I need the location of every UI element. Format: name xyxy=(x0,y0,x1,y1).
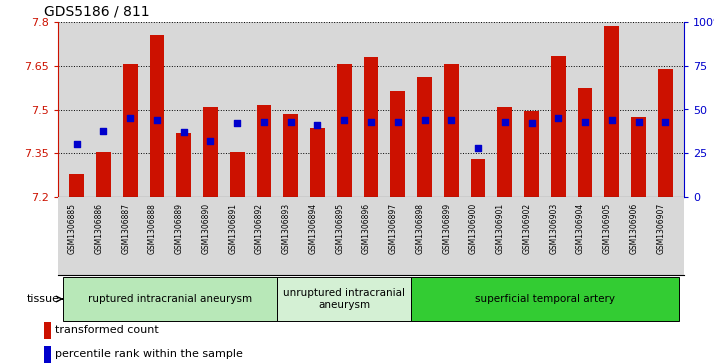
Text: GSM1306887: GSM1306887 xyxy=(121,203,130,254)
Bar xyxy=(524,111,539,197)
Point xyxy=(553,115,564,121)
Text: GSM1306894: GSM1306894 xyxy=(308,203,318,254)
Bar xyxy=(631,117,646,197)
Bar xyxy=(256,105,271,197)
Bar xyxy=(96,152,111,197)
Point xyxy=(71,142,82,147)
Point xyxy=(392,119,403,125)
Text: GSM1306904: GSM1306904 xyxy=(576,203,585,254)
Bar xyxy=(150,35,164,197)
Bar xyxy=(658,69,673,197)
Text: GSM1306907: GSM1306907 xyxy=(656,203,665,254)
Bar xyxy=(176,133,191,197)
Bar xyxy=(578,87,593,197)
Text: GSM1306898: GSM1306898 xyxy=(416,203,425,254)
Point xyxy=(205,138,216,144)
Bar xyxy=(605,26,619,197)
Text: tissue: tissue xyxy=(26,294,59,304)
Text: GSM1306903: GSM1306903 xyxy=(549,203,558,254)
Bar xyxy=(337,64,351,197)
Text: GSM1306893: GSM1306893 xyxy=(282,203,291,254)
Text: GSM1306888: GSM1306888 xyxy=(148,203,157,254)
Point xyxy=(419,117,431,123)
Text: GSM1306892: GSM1306892 xyxy=(255,203,264,254)
Point xyxy=(446,117,457,123)
Point xyxy=(579,119,590,125)
Point xyxy=(633,119,644,125)
Text: GSM1306891: GSM1306891 xyxy=(228,203,237,254)
Bar xyxy=(230,152,245,197)
Bar xyxy=(44,346,51,363)
Bar xyxy=(363,57,378,197)
Bar xyxy=(551,56,565,197)
Point xyxy=(660,119,671,125)
Text: GSM1306896: GSM1306896 xyxy=(362,203,371,254)
Point xyxy=(98,128,109,134)
Text: GSM1306900: GSM1306900 xyxy=(469,203,478,254)
Text: GDS5186 / 811: GDS5186 / 811 xyxy=(44,4,149,19)
Text: GSM1306889: GSM1306889 xyxy=(175,203,183,254)
Point xyxy=(472,145,483,151)
Point xyxy=(338,117,350,123)
Bar xyxy=(471,159,486,197)
Bar xyxy=(498,107,512,197)
Point xyxy=(366,119,377,125)
Point xyxy=(124,115,136,121)
Point xyxy=(258,119,270,125)
Text: ruptured intracranial aneurysm: ruptured intracranial aneurysm xyxy=(89,294,253,304)
Bar xyxy=(44,322,51,339)
Bar xyxy=(277,277,411,321)
Bar xyxy=(69,174,84,197)
Text: GSM1306906: GSM1306906 xyxy=(630,203,638,254)
Bar xyxy=(64,277,277,321)
Point xyxy=(285,119,296,125)
Bar xyxy=(444,64,458,197)
Text: transformed count: transformed count xyxy=(55,326,159,335)
Text: GSM1306899: GSM1306899 xyxy=(442,203,451,254)
Text: GSM1306890: GSM1306890 xyxy=(201,203,211,254)
Bar xyxy=(391,90,405,197)
Text: GSM1306905: GSM1306905 xyxy=(603,203,612,254)
Text: GSM1306885: GSM1306885 xyxy=(68,203,76,254)
Point xyxy=(526,121,537,126)
Text: unruptured intracranial
aneurysm: unruptured intracranial aneurysm xyxy=(283,288,406,310)
Text: percentile rank within the sample: percentile rank within the sample xyxy=(55,350,243,359)
Point xyxy=(231,121,243,126)
Text: GSM1306901: GSM1306901 xyxy=(496,203,505,254)
Bar xyxy=(123,64,138,197)
Text: GSM1306895: GSM1306895 xyxy=(336,203,344,254)
Point xyxy=(151,117,163,123)
Point xyxy=(312,122,323,128)
Point xyxy=(606,117,618,123)
Text: GSM1306897: GSM1306897 xyxy=(388,203,398,254)
Bar xyxy=(283,114,298,197)
Text: GSM1306902: GSM1306902 xyxy=(523,203,531,254)
Point xyxy=(178,129,189,135)
Bar xyxy=(310,129,325,197)
Bar xyxy=(417,77,432,197)
Bar xyxy=(411,277,678,321)
Text: GSM1306886: GSM1306886 xyxy=(94,203,104,254)
Bar xyxy=(203,107,218,197)
Text: superficial temporal artery: superficial temporal artery xyxy=(475,294,615,304)
Point xyxy=(499,119,511,125)
